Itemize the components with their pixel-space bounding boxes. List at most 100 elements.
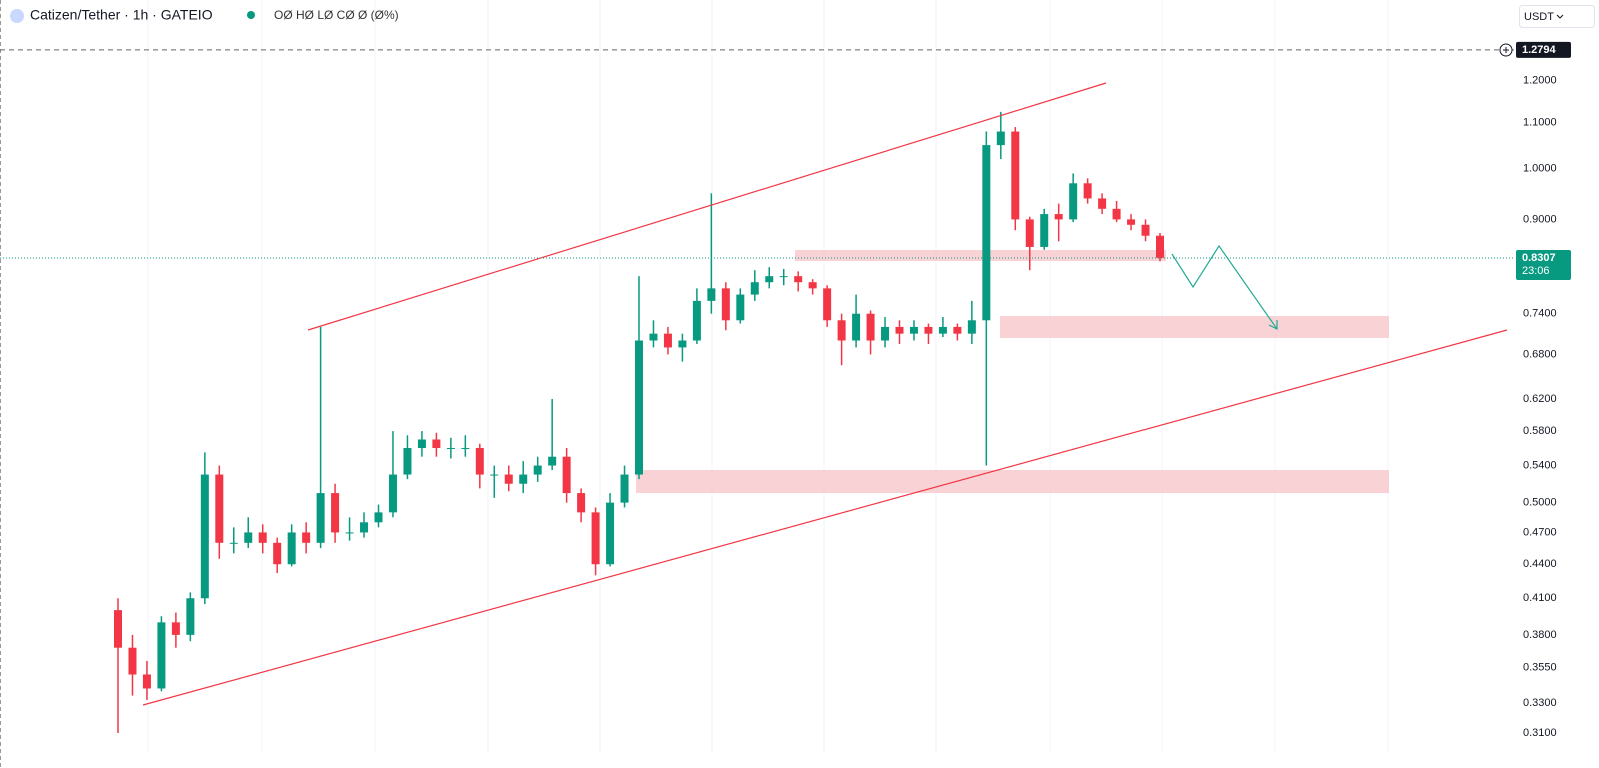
currency-selector[interactable] (1519, 5, 1595, 28)
candle-body (186, 598, 195, 635)
candle-body (215, 474, 224, 543)
candle-body (881, 326, 890, 341)
candle-body (606, 502, 615, 565)
y-tick-label: 0.6200 (1523, 393, 1557, 405)
y-tick-label: 0.4400 (1523, 558, 1557, 570)
candle-body (316, 493, 325, 543)
y-tick-label: 1.1000 (1523, 117, 1557, 129)
candle-body (794, 276, 803, 283)
candle-body (374, 512, 383, 523)
candle-body (432, 439, 441, 449)
price-badge (1516, 250, 1571, 281)
candle-body (649, 333, 658, 341)
y-tick-label: 0.5000 (1523, 497, 1557, 509)
candle-body (924, 326, 933, 334)
candle-body (577, 493, 586, 513)
candle-body (982, 145, 991, 321)
y-tick-label: 0.5400 (1523, 459, 1557, 471)
candle-body (635, 340, 643, 475)
zone (795, 250, 1166, 261)
y-tick-label: 1.2000 (1523, 75, 1557, 87)
candle-body (200, 474, 209, 599)
candle-body (1011, 131, 1020, 220)
candle-body (157, 622, 166, 689)
price-axis (1514, 0, 1599, 768)
candle-body (1083, 183, 1092, 199)
price-lines (0, 49, 1514, 259)
candle-body (938, 326, 947, 334)
drawings (636, 250, 1389, 493)
candle-body (823, 288, 832, 321)
ohlc-legend: OØ HØ LØ CØ Ø (Ø%) (274, 8, 399, 22)
candle-body (519, 474, 528, 484)
vertical-grid (147, 0, 1389, 752)
symbol-icon (10, 9, 24, 23)
candle-body (707, 288, 716, 301)
candle-body (461, 448, 470, 450)
candle-body (258, 532, 267, 543)
candle-body (345, 532, 354, 534)
candle-body (663, 333, 672, 348)
candle-body (287, 532, 296, 565)
candle-body (895, 326, 904, 334)
dropdown-caret (1556, 14, 1564, 19)
currency-label: USDT (1524, 11, 1554, 23)
price-badge-label: 0.8307 (1522, 252, 1556, 264)
candle-body (171, 622, 180, 635)
candle-body (866, 313, 875, 341)
price-badge-label: 1.2794 (1522, 44, 1557, 56)
countdown-label: 23:06 (1522, 265, 1550, 277)
candle-body (721, 288, 730, 321)
y-tick-label: 0.3800 (1523, 629, 1557, 641)
candle-body (1127, 219, 1136, 225)
projection-arrow (1171, 244, 1278, 330)
candle-body (765, 276, 774, 283)
candle-body (996, 131, 1005, 146)
candle-body (475, 448, 484, 475)
candle-body (128, 647, 137, 675)
status-dot (247, 11, 255, 19)
candle-body (852, 313, 861, 341)
add-icon-plus (1503, 47, 1509, 53)
candle-body (837, 320, 846, 341)
candle-body (620, 474, 629, 503)
candle-body (490, 474, 499, 476)
y-tick-label: 1.0000 (1523, 163, 1557, 175)
price-axis-labels: 1.2000 1.1000 1.0000 0.9000 0.7400 0.6800 0.62… (1523, 75, 1557, 739)
candle-body (244, 532, 253, 543)
candle-body (331, 493, 340, 533)
candle-body (967, 320, 976, 334)
candle-body (388, 474, 397, 513)
trendline (142, 329, 1508, 706)
candle-body (504, 474, 513, 484)
candle-body (403, 448, 412, 475)
candle-body (1112, 208, 1121, 220)
candle-body (750, 282, 759, 295)
candle-body (909, 326, 918, 334)
zone (636, 470, 1389, 493)
candle-body (302, 532, 311, 543)
candle-body (779, 276, 788, 278)
candle-body (142, 674, 151, 689)
candle-body (1069, 183, 1078, 220)
arrow-head (1268, 320, 1278, 330)
candle-body (229, 542, 238, 544)
y-tick-label: 0.6800 (1523, 348, 1557, 360)
symbol-title: Catizen/Tether · 1h · GATEIO (30, 7, 213, 23)
y-tick-label: 0.3300 (1523, 697, 1557, 709)
candle-body (533, 465, 542, 475)
candle-body (273, 542, 282, 565)
candle-body (360, 522, 369, 533)
zone (1000, 316, 1389, 338)
candles (114, 111, 1164, 733)
header: Catizen/Tether · 1h · GATEIO OØ HØ LØ CØ… (10, 5, 1595, 28)
candle-body (446, 448, 455, 450)
candle-body (417, 439, 426, 449)
y-tick-label: 0.9000 (1523, 213, 1557, 225)
candle-body (1141, 224, 1150, 236)
y-tick-label: 0.4100 (1523, 592, 1557, 604)
trendlines (142, 82, 1508, 706)
